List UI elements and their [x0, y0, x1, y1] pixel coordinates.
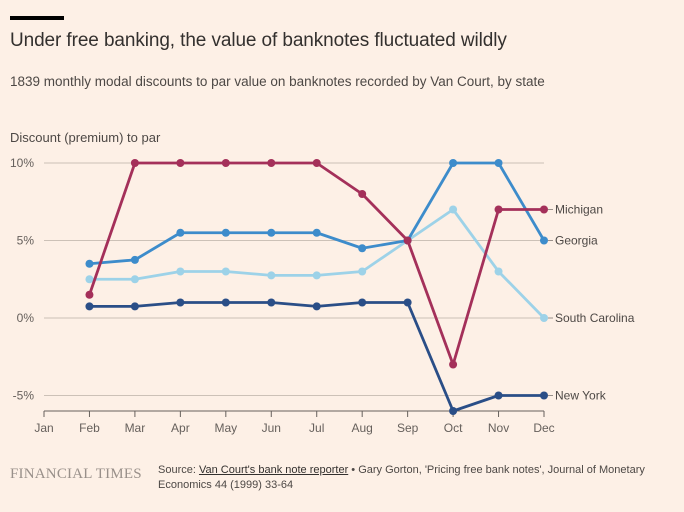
data-point-new-york [130, 302, 139, 311]
series-label-south-carolina: South Carolina [555, 311, 635, 325]
x-axis: Jan Feb Mar Apr May Jun Jul Aug Sep Oct Nov Dec [34, 410, 555, 435]
ft-logo: FINANCIAL TIMES [10, 466, 142, 482]
data-point-michigan [494, 205, 503, 214]
data-point-georgia [85, 259, 94, 268]
ft-top-rule [10, 16, 64, 20]
data-point-georgia [176, 228, 185, 237]
data-point-south-carolina [358, 267, 367, 276]
source-note: Source: Van Court's bank note reporter •… [158, 463, 658, 493]
data-point-michigan [130, 159, 139, 167]
x-tick-label: Sep [397, 421, 419, 435]
series-line-georgia [89, 161, 546, 266]
data-point-new-york [85, 302, 94, 311]
series-labels: South Carolina Georgia New York Michigan [548, 203, 635, 403]
data-point-south-carolina [267, 271, 276, 280]
data-point-georgia [312, 228, 321, 237]
data-point-south-carolina [312, 271, 321, 280]
x-tick-label: Jun [262, 421, 281, 435]
series-label-new-york: New York [555, 389, 607, 403]
series-lines [85, 159, 548, 415]
data-point-south-carolina [540, 314, 548, 322]
data-point-michigan [540, 205, 548, 214]
data-point-georgia [130, 255, 139, 264]
data-point-michigan [267, 159, 276, 167]
y-tick-label: -5% [13, 389, 35, 403]
source-prefix: Source: [158, 464, 199, 476]
data-point-south-carolina [449, 205, 458, 214]
y-tick-label: 5% [17, 234, 35, 248]
x-tick-label: May [214, 421, 237, 435]
data-point-new-york [267, 298, 276, 307]
data-point-georgia [540, 236, 548, 245]
x-tick-label: Oct [444, 421, 463, 435]
data-point-new-york [312, 302, 321, 311]
data-point-south-carolina [85, 275, 94, 284]
series-line-new-york [89, 301, 544, 413]
data-point-michigan [221, 159, 230, 167]
data-point-south-carolina [494, 267, 503, 276]
source-link[interactable]: Van Court's bank note reporter [198, 464, 349, 476]
x-tick-label: Mar [125, 421, 146, 435]
data-point-new-york [449, 407, 458, 415]
chart-title: Under free banking, the value of banknot… [10, 30, 507, 51]
x-tick-label: Dec [533, 421, 554, 435]
x-tick-label: Aug [352, 421, 373, 435]
data-point-georgia [449, 159, 458, 167]
y-axis-label: Discount (premium) to par [10, 130, 161, 145]
x-tick-label: Feb [79, 421, 100, 435]
x-tick-label: Nov [488, 421, 509, 435]
data-point-new-york [540, 391, 548, 400]
series-line-michigan [88, 161, 544, 366]
data-point-michigan [403, 236, 412, 245]
data-point-georgia [267, 228, 276, 237]
data-point-new-york [494, 391, 503, 400]
data-point-new-york [403, 298, 412, 307]
y-tick-label: 10% [10, 156, 34, 170]
source-rest: • Gary Gorton, 'Pricing free bank notes'… [158, 464, 645, 491]
series-line-south-carolina [89, 208, 546, 319]
series-label-michigan: Michigan [555, 203, 603, 217]
y-tick-label: 0% [17, 311, 35, 325]
x-tick-label: Apr [171, 421, 190, 435]
data-point-georgia [221, 228, 230, 237]
data-point-south-carolina [130, 275, 139, 284]
x-tick-label: Jan [34, 421, 53, 435]
data-point-georgia [358, 244, 367, 253]
data-point-new-york [358, 298, 367, 307]
data-point-georgia [494, 159, 503, 167]
x-tick-label: Jul [309, 421, 324, 435]
data-point-new-york [176, 298, 185, 307]
data-point-michigan [312, 159, 321, 167]
y-axis-ticks: 10% 5% 0% -5% [10, 156, 34, 403]
data-point-michigan [176, 159, 185, 167]
data-point-michigan [449, 360, 458, 369]
data-point-south-carolina [221, 267, 230, 276]
series-label-georgia: Georgia [555, 234, 598, 248]
data-point-michigan [358, 190, 367, 198]
data-point-michigan [85, 290, 94, 299]
data-point-new-york [221, 298, 230, 307]
chart-subtitle: 1839 monthly modal discounts to par valu… [10, 74, 545, 89]
data-point-south-carolina [176, 267, 185, 276]
